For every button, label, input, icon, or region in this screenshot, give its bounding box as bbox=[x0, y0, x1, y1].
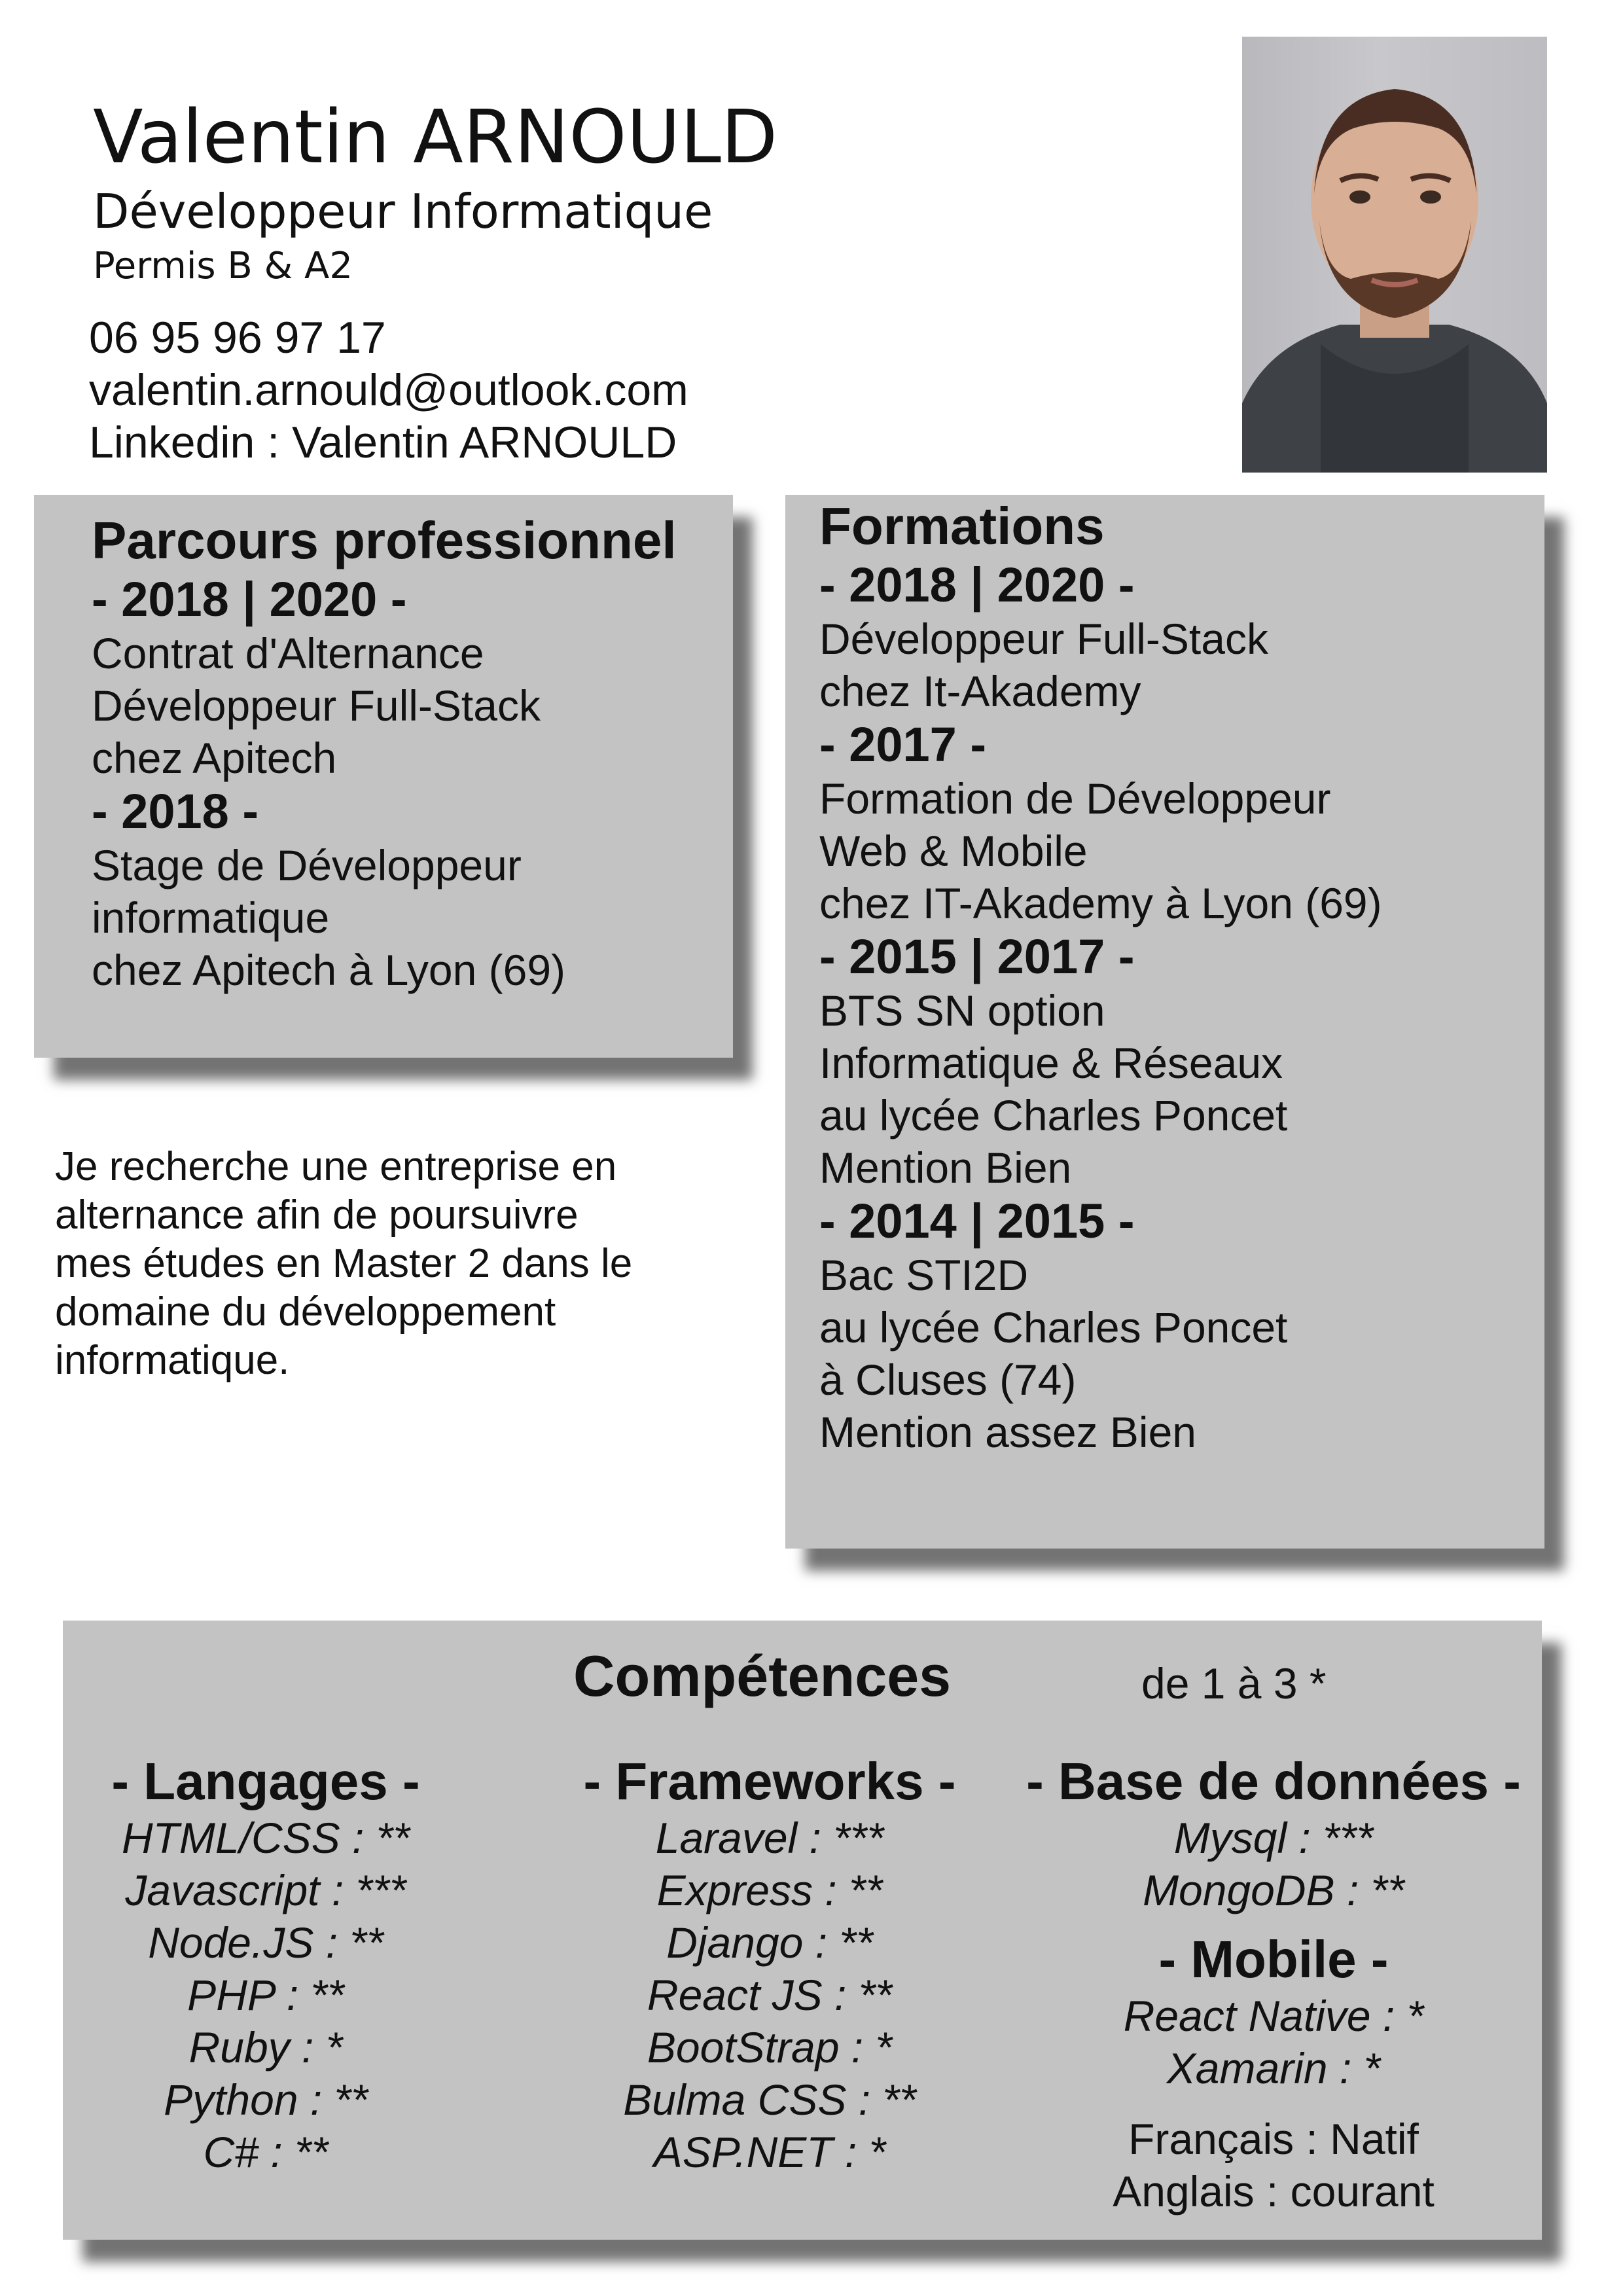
mobile-title: - Mobile - bbox=[1158, 1930, 1389, 1988]
langages-column: - Langages - HTML/CSS : ** Javascript : … bbox=[63, 1751, 469, 2178]
skill-item: Xamarin : * bbox=[1166, 2044, 1381, 2092]
skill-item: Python : ** bbox=[164, 2075, 368, 2124]
formation-line: au lycée Charles Poncet bbox=[819, 1303, 1288, 1352]
parcours-line: informatique bbox=[92, 893, 330, 942]
competences-title: Compétences bbox=[573, 1643, 952, 1708]
parcours-years: - 2018 - bbox=[92, 784, 259, 838]
language-french: Français : Natif bbox=[1128, 2115, 1419, 2163]
skill-item: BootStrap : * bbox=[647, 2023, 893, 2072]
frameworks-column: - Frameworks - Laravel : *** Express : *… bbox=[521, 1751, 1018, 2178]
parcours-line: Contrat d'Alternance bbox=[92, 629, 484, 677]
formation-line: Formation de Développeur bbox=[819, 774, 1331, 823]
formation-line: BTS SN option bbox=[819, 986, 1105, 1035]
objective-line: informatique. bbox=[55, 1338, 290, 1383]
formation-line: Développeur Full-Stack bbox=[819, 615, 1268, 663]
objective-line: domaine du développement bbox=[55, 1289, 556, 1335]
phone-number: 06 95 96 97 17 bbox=[89, 313, 386, 363]
portrait-photo bbox=[1242, 37, 1547, 473]
skill-item: C# : ** bbox=[203, 2128, 329, 2176]
formation-line: Informatique & Réseaux bbox=[819, 1039, 1283, 1087]
objective-line: mes études en Master 2 dans le bbox=[55, 1241, 633, 1286]
formation-line: à Cluses (74) bbox=[819, 1355, 1077, 1404]
formations-section: Formations - 2018 | 2020 - Développeur F… bbox=[785, 495, 1544, 1549]
skill-item: MongoDB : ** bbox=[1143, 1866, 1404, 1914]
langages-title: - Langages - bbox=[111, 1752, 420, 1810]
skill-item: ASP.NET : * bbox=[653, 2128, 886, 2176]
databases-title: - Base de données - bbox=[1026, 1752, 1521, 1810]
candidate-name: Valentin ARNOULD bbox=[93, 95, 778, 180]
formation-years: - 2014 | 2015 - bbox=[819, 1194, 1135, 1248]
formation-line: Web & Mobile bbox=[819, 827, 1088, 875]
formation-line: Mention assez Bien bbox=[819, 1408, 1196, 1456]
email-address: valentin.arnould@outlook.com bbox=[89, 365, 688, 415]
skill-item: Express : ** bbox=[656, 1866, 883, 1914]
formation-line: chez It-Akademy bbox=[819, 667, 1141, 715]
objective-line: Je recherche une entreprise en bbox=[55, 1144, 617, 1189]
skill-item: PHP : ** bbox=[187, 1971, 344, 2019]
databases-column: - Base de données - Mysql : *** MongoDB … bbox=[992, 1751, 1555, 2217]
objective-text: Je recherche une entreprise en alternanc… bbox=[55, 1143, 722, 1385]
skill-item: Ruby : * bbox=[188, 2023, 343, 2072]
contact-block: 06 95 96 97 17 valentin.arnould@outlook.… bbox=[89, 312, 688, 469]
linkedin-link: Linkedin : Valentin ARNOULD bbox=[89, 418, 677, 467]
parcours-section: Parcours professionnel - 2018 | 2020 - C… bbox=[34, 495, 733, 1058]
language-english: Anglais : courant bbox=[1113, 2167, 1435, 2215]
job-title: Développeur Informatique bbox=[93, 184, 713, 239]
formation-line: au lycée Charles Poncet bbox=[819, 1091, 1288, 1139]
skill-item: React Native : * bbox=[1123, 1992, 1424, 2040]
objective-line: alternance afin de poursuivre bbox=[55, 1193, 579, 1238]
formation-years: - 2015 | 2017 - bbox=[819, 929, 1135, 984]
parcours-years: - 2018 | 2020 - bbox=[92, 572, 407, 626]
skill-item: Mysql : *** bbox=[1173, 1814, 1374, 1862]
parcours-line: Stage de Développeur bbox=[92, 841, 522, 889]
frameworks-title: - Frameworks - bbox=[583, 1752, 956, 1810]
skill-item: HTML/CSS : ** bbox=[121, 1814, 410, 1862]
parcours-title: Parcours professionnel bbox=[92, 511, 677, 569]
parcours-line: Développeur Full-Stack bbox=[92, 681, 541, 730]
skill-item: Django : ** bbox=[666, 1918, 873, 1967]
formations-title: Formations bbox=[819, 497, 1105, 555]
formation-line: chez IT-Akademy à Lyon (69) bbox=[819, 879, 1382, 927]
rating-scale: de 1 à 3 * bbox=[1141, 1659, 1327, 1708]
skill-item: Node.JS : ** bbox=[148, 1918, 383, 1967]
driving-license: Permis B & A2 bbox=[93, 245, 353, 287]
parcours-line: chez Apitech bbox=[92, 734, 337, 782]
skill-item: Bulma CSS : ** bbox=[623, 2075, 916, 2124]
portrait-illustration bbox=[1242, 89, 1547, 473]
parcours-line: chez Apitech à Lyon (69) bbox=[92, 946, 566, 994]
formation-years: - 2017 - bbox=[819, 717, 987, 772]
formation-line: Bac STI2D bbox=[819, 1251, 1029, 1299]
formation-line: Mention Bien bbox=[819, 1143, 1072, 1192]
skill-item: React JS : ** bbox=[647, 1971, 893, 2019]
formation-years: - 2018 | 2020 - bbox=[819, 558, 1135, 612]
competences-section: Compétences de 1 à 3 * - Langages - HTML… bbox=[63, 1621, 1542, 2240]
skill-item: Javascript : *** bbox=[125, 1866, 406, 1914]
skill-item: Laravel : *** bbox=[655, 1814, 884, 1862]
